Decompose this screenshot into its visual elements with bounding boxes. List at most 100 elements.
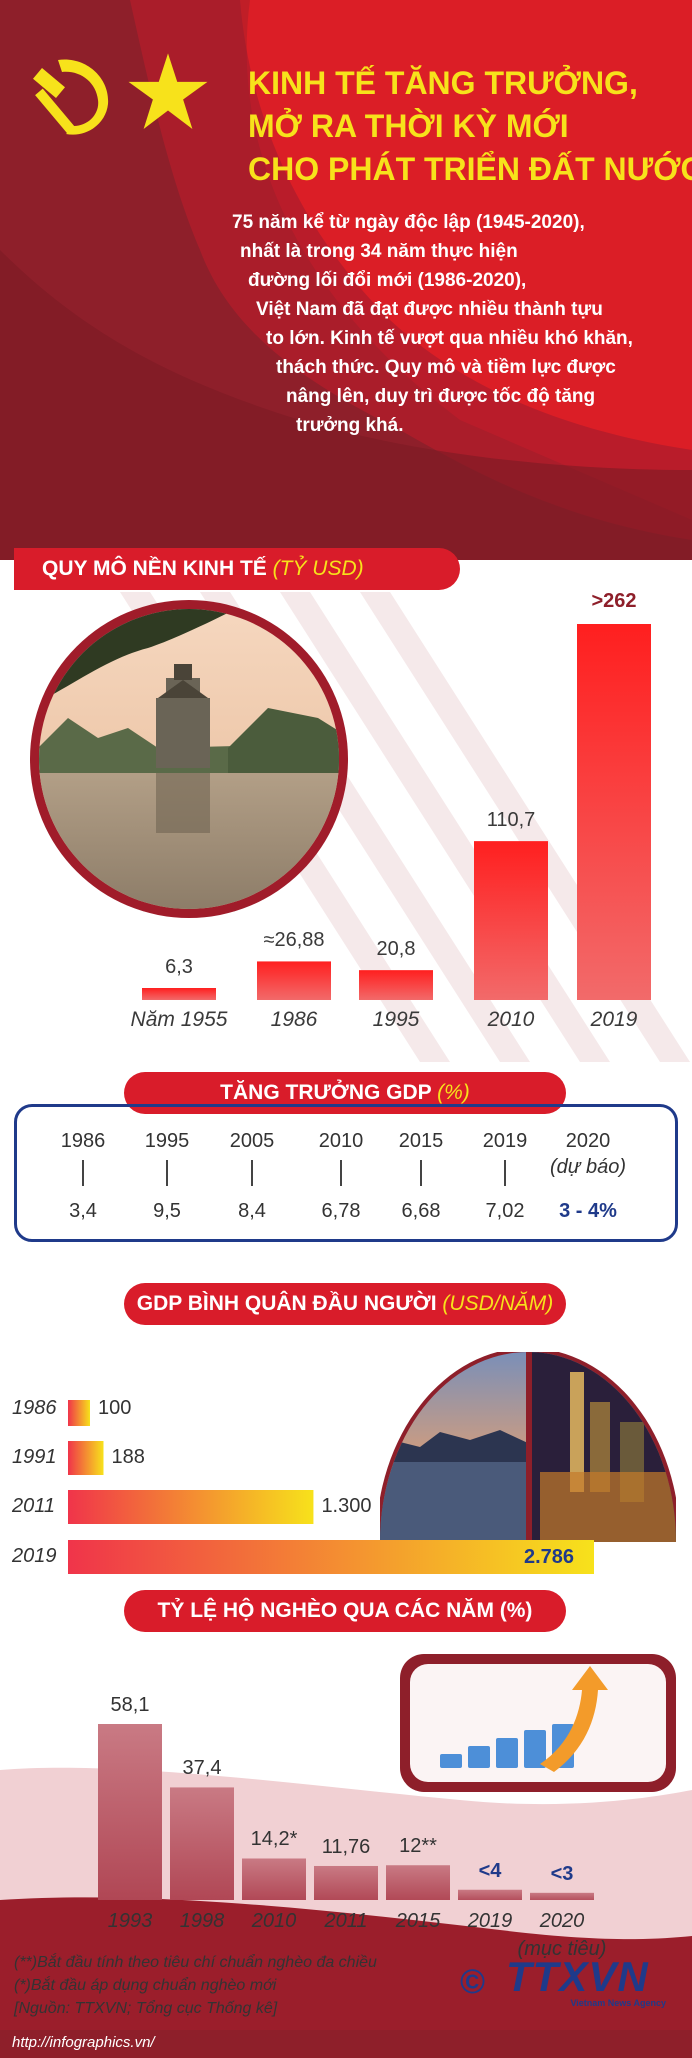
star-icon: [128, 53, 208, 129]
economy-title-text: QUY MÔ NỀN KINH TẾ: [42, 557, 267, 580]
per-capita-value-label: 2.786: [524, 1546, 575, 1568]
per-capita-year-label: 2011: [12, 1495, 56, 1517]
growth-title-unit: (%): [437, 1081, 470, 1104]
growth-year-label: 2010: [318, 1130, 364, 1152]
poverty-bar: [458, 1889, 522, 1900]
poverty-value-label: <3: [550, 1862, 574, 1885]
growth-separator: [82, 1160, 84, 1186]
economy-section-title: QUY MÔ NỀN KINH TẾ (TỶ USD): [14, 548, 460, 590]
poverty-year-label: 1998: [179, 1910, 225, 1932]
poverty-value-label: <4: [478, 1859, 502, 1882]
poverty-section-title: TỶ LỆ HỘ NGHÈO QUA CÁC NĂM (%): [124, 1590, 566, 1632]
growth-value-label: 3,4: [69, 1200, 97, 1222]
poverty-bar: [314, 1865, 378, 1900]
growth-separator: [251, 1160, 253, 1186]
poverty-bar: [98, 1724, 162, 1900]
poverty-value-label: 58,1: [110, 1694, 150, 1716]
growth-separator: [504, 1160, 506, 1186]
economy-year-label: Năm 1955: [130, 1008, 228, 1031]
footnote-multidimensional: (**)Bắt đầu tính theo tiêu chí chuẩn ngh…: [14, 1954, 377, 1971]
poverty-year-label: 2020: [539, 1910, 585, 1932]
per-capita-value-label: 188: [111, 1446, 145, 1468]
poverty-year-label: 1993: [107, 1910, 153, 1932]
per-capita-year-label: 1986: [12, 1397, 57, 1419]
economy-title-unit: (TỶ USD): [272, 557, 364, 580]
poverty-value-label: 14,2*: [250, 1828, 298, 1851]
growth-separator: [166, 1160, 168, 1186]
growth-value-label: 6,78: [321, 1200, 361, 1222]
growth-year-label: 1995: [144, 1130, 190, 1152]
economy-year-label: 2010: [487, 1008, 535, 1031]
header-background: [0, 0, 692, 560]
growth-year-label: 2020: [565, 1130, 611, 1152]
ttxvn-logo: TTXVN Vietnam News Agency: [506, 1956, 676, 2010]
economy-year-label: 2019: [590, 1008, 638, 1031]
poverty-bar: [170, 1787, 234, 1900]
growth-value-label: 9,5: [153, 1200, 181, 1222]
economy-bar: [359, 970, 433, 1000]
intro-line: Việt Nam đã đạt được nhiều thành tựu: [256, 299, 603, 320]
per-capita-bar-chart: [68, 1400, 594, 1574]
growth-year-label: 1986: [60, 1130, 106, 1152]
poverty-year-label: 2015: [395, 1910, 441, 1932]
intro-line: trưởng khá.: [296, 415, 404, 436]
hero-title-line: MỞ RA THỜI KỲ MỚI: [248, 108, 569, 144]
per-capita-year-label: 2019: [12, 1545, 57, 1567]
economy-year-label: 1995: [372, 1008, 420, 1031]
per-capita-bar: [68, 1490, 314, 1524]
source-note: [Nguồn: TTXVN; Tổng cục Thống kê]: [14, 2000, 278, 2017]
poverty-year-label: 2011: [324, 1910, 368, 1932]
intro-line: to lớn. Kinh tế vượt qua nhiều khó khăn,: [266, 328, 633, 349]
poverty-year-note: (mục tiêu): [517, 1938, 607, 1960]
poverty-year-label: 2010: [251, 1910, 297, 1932]
growth-value-label: 6,68: [401, 1200, 441, 1222]
growth-value-label: 7,02: [485, 1200, 525, 1222]
intro-line: đường lối đổi mới (1986-2020),: [248, 270, 527, 291]
poverty-year-label: 2019: [467, 1910, 513, 1932]
growth-arrow-image: [400, 1654, 676, 1792]
poverty-value-label: 12**: [399, 1835, 437, 1858]
growth-year-label: 2005: [229, 1130, 275, 1152]
growth-year-note: (dự báo): [549, 1156, 627, 1178]
hero-title-line: CHO PHÁT TRIỂN ĐẤT NƯỚC: [248, 151, 692, 187]
growth-separator: [340, 1160, 342, 1186]
poverty-bar-chart: [98, 1724, 594, 1900]
economy-bar: [577, 624, 651, 1000]
growth-value-label: 3 - 4%: [559, 1200, 617, 1222]
economy-year-label: 1986: [270, 1008, 318, 1031]
city-skyline-photo: [380, 1352, 676, 1542]
economy-value-label: >262: [591, 590, 637, 612]
growth-title-text: TĂNG TRƯỞNG GDP: [220, 1081, 432, 1104]
hammer-sickle-icon: [33, 59, 109, 135]
economy-bar: [257, 961, 331, 1000]
per-capita-value-label: 1.300: [321, 1495, 372, 1517]
poverty-title-text: TỶ LỆ HỘ NGHÈO QUA CÁC NĂM (%): [157, 1599, 533, 1622]
source-url[interactable]: http://infographics.vn/: [12, 2034, 155, 2051]
hero-title-line: KINH TẾ TĂNG TRƯỞNG,: [248, 65, 638, 101]
logo-subtitle: Vietnam News Agency: [570, 1998, 666, 2008]
footer-bar: [0, 2030, 692, 2058]
per-capita-value-label: 100: [98, 1397, 132, 1419]
intro-line: nhất là trong 34 năm thực hiện: [240, 241, 518, 262]
economy-bar: [142, 988, 216, 1000]
growth-year-label: 2019: [482, 1130, 528, 1152]
hero-title: KINH TẾ TĂNG TRƯỞNG, MỞ RA THỜI KỲ MỚI C…: [248, 62, 692, 191]
per-capita-bar: [68, 1441, 104, 1475]
per-capita-year-label: 1991: [12, 1446, 57, 1468]
per-capita-bar: [68, 1540, 594, 1574]
intro-line: 75 năm kể từ ngày độc lập (1945-2020),: [232, 212, 585, 233]
turtle-tower-photo: [30, 600, 348, 918]
intro-line: thách thức. Quy mô và tiềm lực được: [276, 357, 616, 378]
economy-bar: [474, 841, 548, 1000]
growth-value-label: 8,4: [238, 1200, 266, 1222]
poverty-value-label: 11,76: [321, 1835, 371, 1858]
intro-line: nâng lên, duy trì được tốc độ tăng: [286, 386, 596, 407]
economy-value-label: 110,7: [486, 809, 536, 832]
poverty-bar: [386, 1865, 450, 1900]
growth-separator: [420, 1160, 422, 1186]
hero-intro: 75 năm kể từ ngày độc lập (1945-2020), n…: [222, 208, 682, 440]
poverty-bar: [530, 1892, 594, 1900]
per-capita-title-unit: (USD/NĂM): [442, 1292, 554, 1315]
copyright-symbol: ©: [460, 1963, 486, 2001]
per-capita-bar: [68, 1400, 90, 1426]
